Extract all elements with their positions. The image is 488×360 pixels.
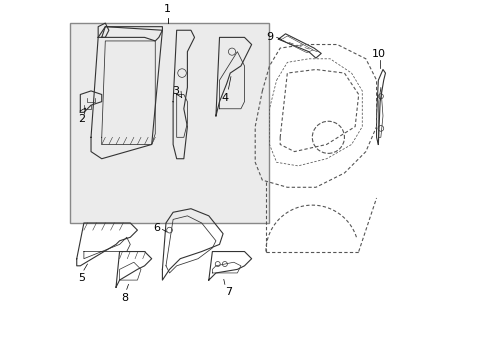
- Text: 2: 2: [79, 114, 85, 124]
- Text: 1: 1: [164, 4, 171, 14]
- Text: 5: 5: [79, 273, 85, 283]
- Text: 9: 9: [266, 32, 273, 42]
- Text: 6: 6: [153, 223, 160, 233]
- Text: 8: 8: [121, 293, 128, 303]
- Text: 3: 3: [172, 86, 179, 96]
- Text: 7: 7: [224, 287, 231, 297]
- FancyBboxPatch shape: [69, 23, 269, 223]
- Text: 10: 10: [370, 49, 385, 59]
- Text: 4: 4: [221, 93, 228, 103]
